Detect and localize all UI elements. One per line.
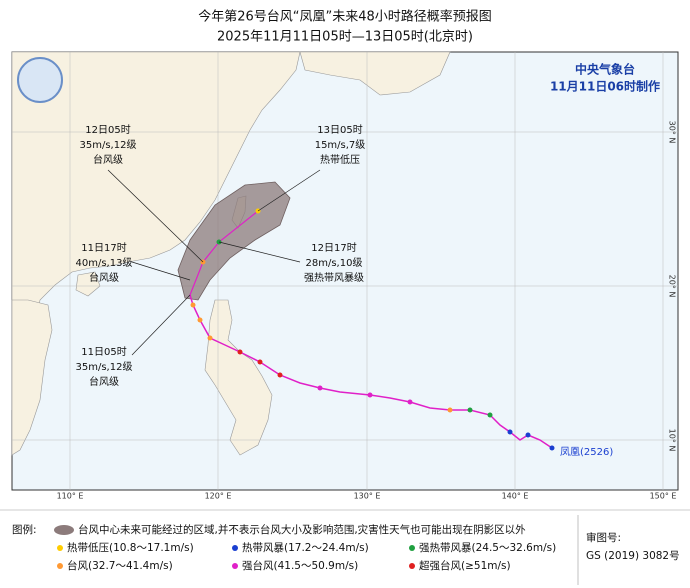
probability-cone xyxy=(177,181,291,301)
lon-label: 140° E xyxy=(502,492,529,501)
hainan xyxy=(75,271,101,297)
map: 110° E 120° E 130° E 140° E 150° E 10° N… xyxy=(11,51,679,501)
agency: 中央气象台 xyxy=(575,62,635,77)
svg-text:强热带风暴级: 强热带风暴级 xyxy=(304,271,364,284)
legend-heading: 图例: xyxy=(12,523,37,536)
lon-label: 150° E xyxy=(650,492,677,501)
logo xyxy=(17,57,63,103)
svg-text:12日17时: 12日17时 xyxy=(311,242,356,254)
svg-text:35m/s,12级: 35m/s,12级 xyxy=(76,361,133,373)
svg-text:热带低压: 热带低压 xyxy=(320,153,360,166)
lat-label: 20° N xyxy=(668,275,677,298)
storm-label: 凤凰(2526) xyxy=(560,446,613,458)
legend-item: 强台风(41.5～50.9m/s) xyxy=(242,559,358,572)
issued: 11月11日06时制作 xyxy=(550,79,660,94)
indochina xyxy=(11,299,53,456)
svg-text:35m/s,12级: 35m/s,12级 xyxy=(80,139,137,151)
approval-label: 审图号: xyxy=(586,531,621,544)
svg-text:40m/s,13级: 40m/s,13级 xyxy=(76,257,133,269)
lon-label: 130° E xyxy=(354,492,381,501)
approval-number: GS (2019) 3082号 xyxy=(586,550,680,562)
lon-label: 110° E xyxy=(57,492,84,501)
graticule xyxy=(12,52,678,490)
annotation: 12日05时 35m/s,12级 台风级 xyxy=(80,124,137,166)
lat-label: 30° N xyxy=(668,121,677,144)
cone-note: 台风中心未来可能经过的区域,并不表示台风大小及影响范围,灾害性天气也可能出现在阴… xyxy=(78,523,526,536)
svg-text:15m/s,7级: 15m/s,7级 xyxy=(315,139,366,151)
lat-label: 10° N xyxy=(668,429,677,452)
legend-item: 超强台风(≥51m/s) xyxy=(419,559,511,572)
annotation: 11日05时 35m/s,12级 台风级 xyxy=(76,346,133,388)
legend-item: 台风(32.7～41.4m/s) xyxy=(67,559,173,572)
leader-lines xyxy=(107,169,321,356)
subtitle: 2025年11月11日05时—13日05时(北京时) xyxy=(217,30,473,45)
annotation: 12日17时 28m/s,10级 强热带风暴级 xyxy=(304,242,364,284)
svg-text:13日05时: 13日05时 xyxy=(317,124,362,136)
title: 今年第26号台风“凤凰”未来48小时路径概率预报图 xyxy=(198,9,492,25)
forecast-track xyxy=(189,210,259,296)
annotation: 11日17时 40m/s,13级 台风级 xyxy=(76,242,133,284)
korea-japan xyxy=(299,51,451,96)
svg-text:台风级: 台风级 xyxy=(89,375,119,388)
annotation: 13日05时 15m/s,7级 热带低压 xyxy=(315,124,366,166)
legend: 图例: 台风中心未来可能经过的区域,并不表示台风大小及影响范围,灾害性天气也可能… xyxy=(0,509,690,585)
svg-text:11日05时: 11日05时 xyxy=(81,346,126,358)
svg-text:28m/s,10级: 28m/s,10级 xyxy=(306,257,363,269)
philippines xyxy=(204,299,273,456)
lon-label: 120° E xyxy=(205,492,232,501)
legend-item: 热带风暴(17.2～24.4m/s) xyxy=(242,541,369,554)
svg-text:台风级: 台风级 xyxy=(89,271,119,284)
svg-text:台风级: 台风级 xyxy=(93,153,123,166)
cone-swatch xyxy=(54,525,74,535)
svg-text:12日05时: 12日05时 xyxy=(85,124,130,136)
legend-item: 热带低压(10.8～17.1m/s) xyxy=(67,541,194,554)
legend-item: 强热带风暴(24.5～32.6m/s) xyxy=(419,541,556,554)
svg-text:11日17时: 11日17时 xyxy=(81,242,126,254)
